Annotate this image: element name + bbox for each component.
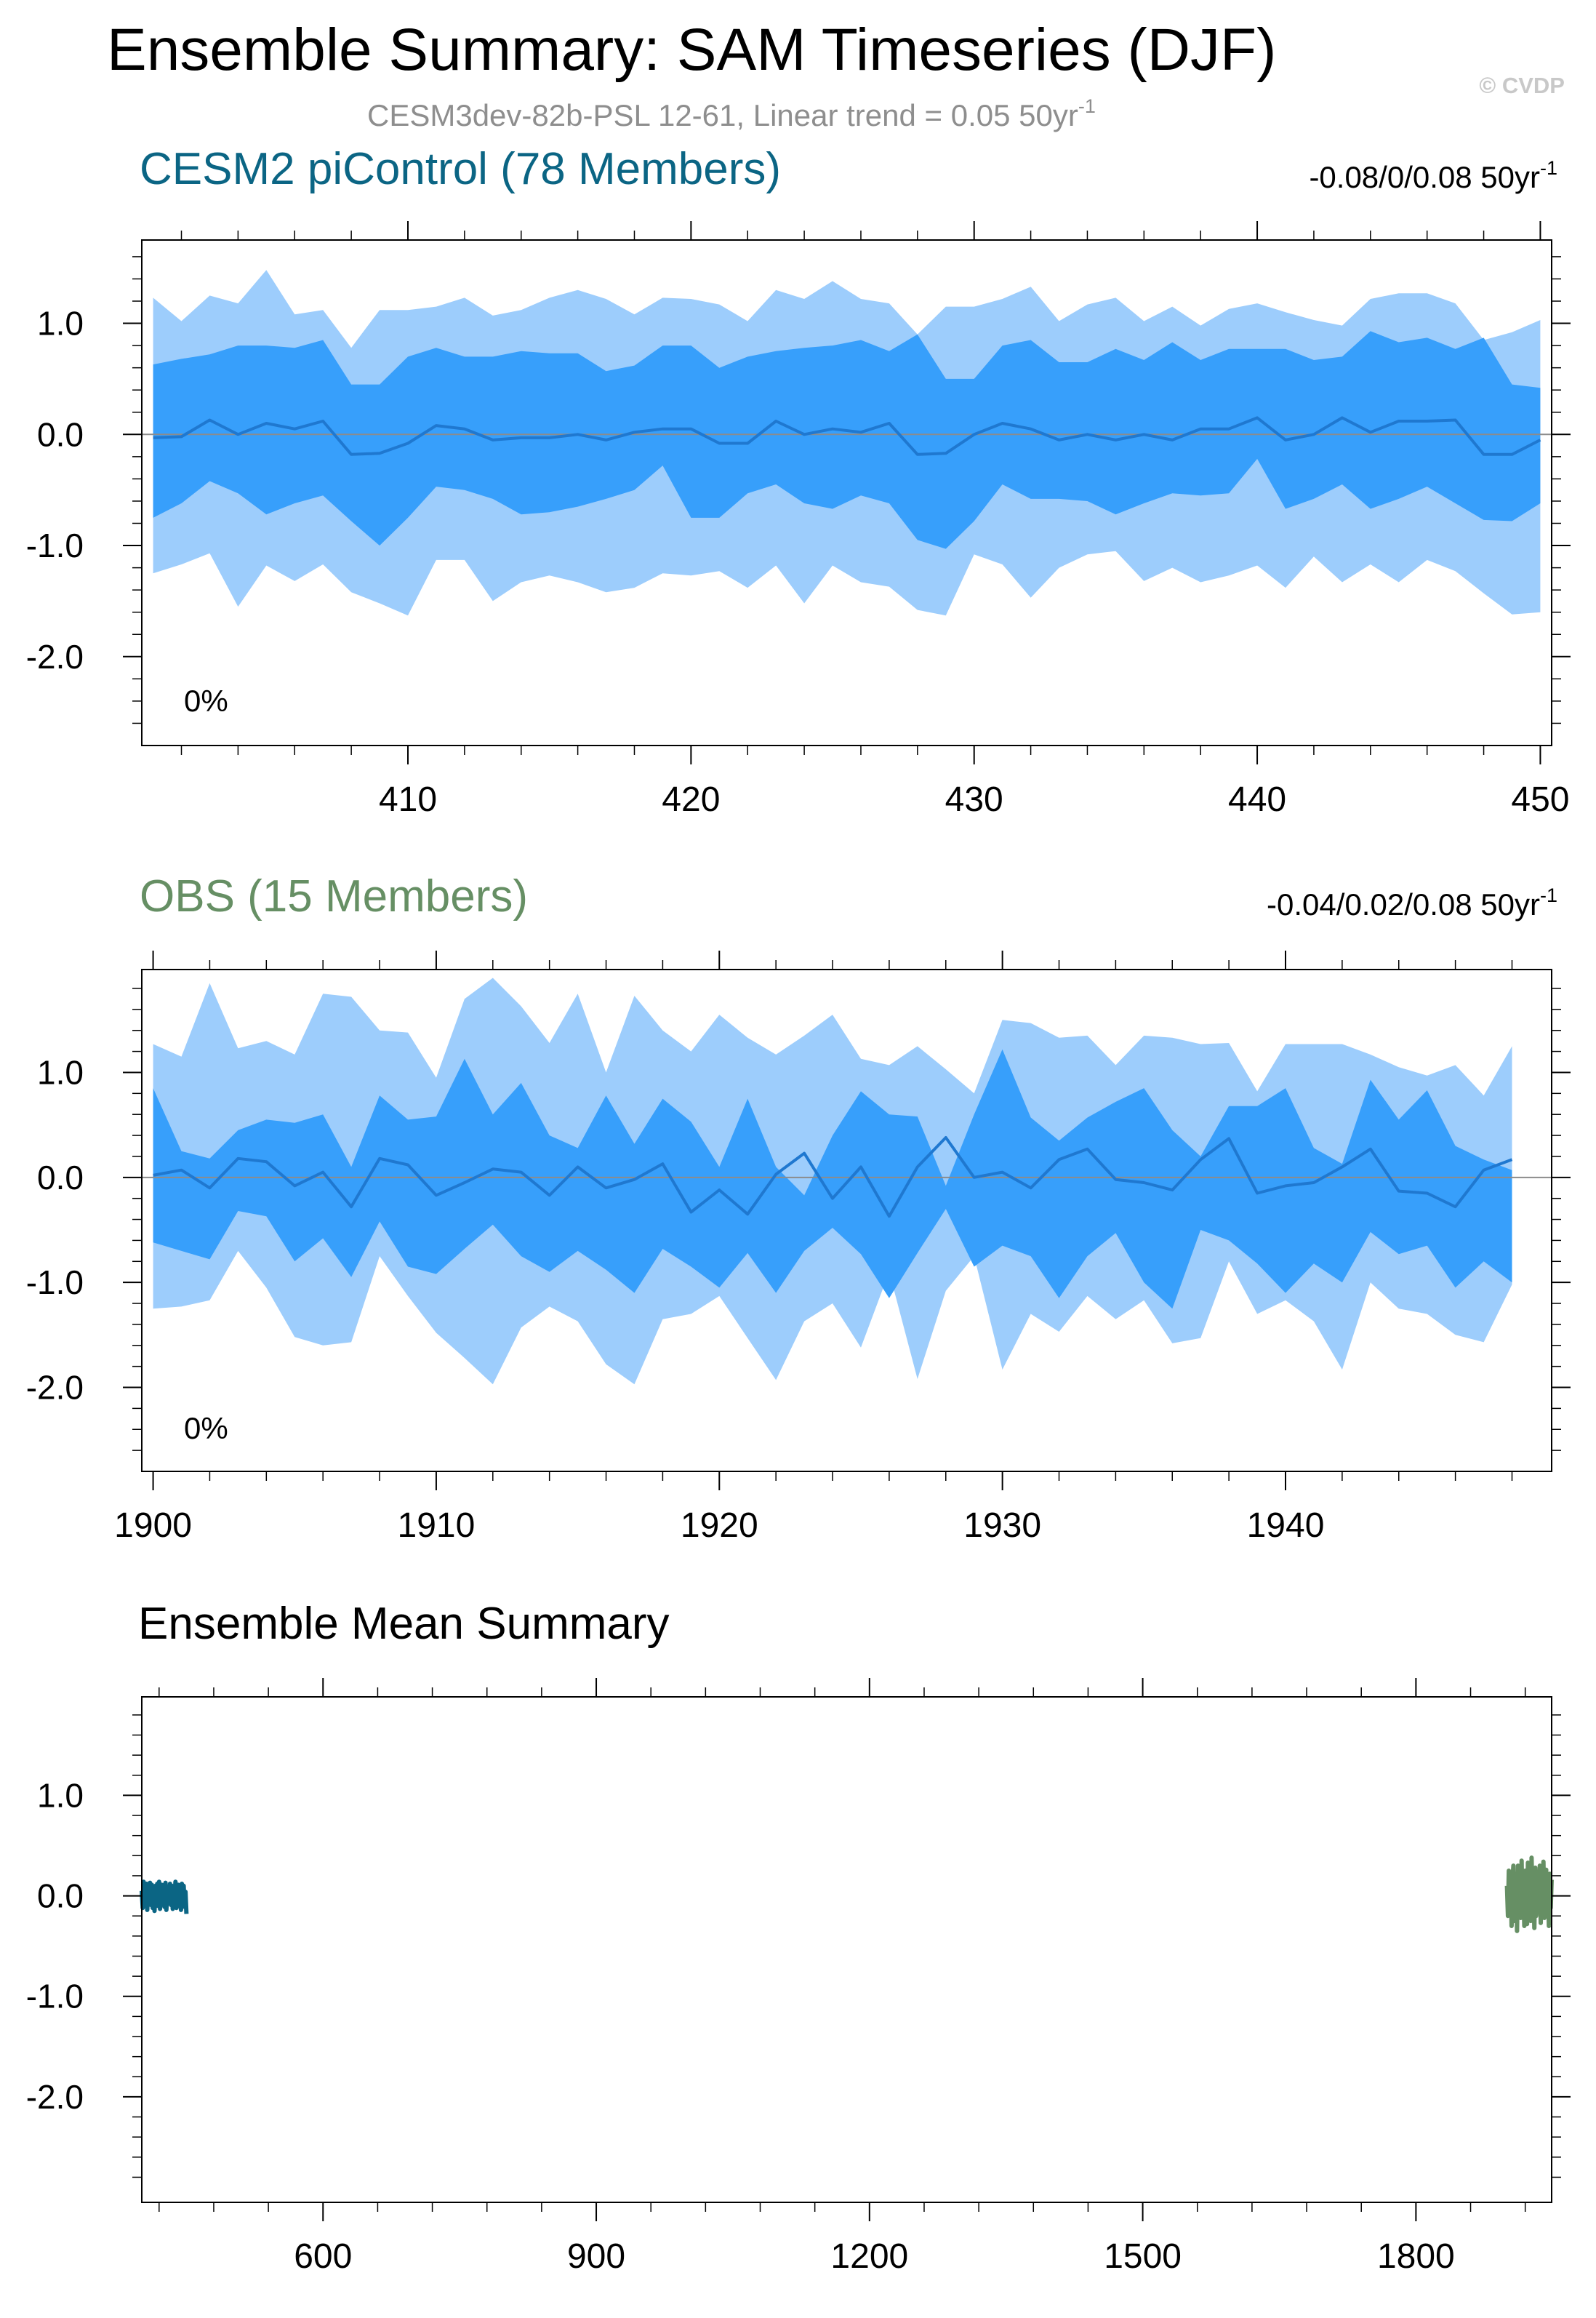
mean-xtick-label: 1500 [1104,2237,1182,2276]
obs-percent-label: 0% [184,1411,228,1445]
figure-title: Ensemble Summary: SAM Timeseries (DJF) [107,17,1276,83]
mean-panel-title: Ensemble Mean Summary [138,1599,670,1649]
cesm-plot-area [142,270,1552,616]
cesm-ytick-label: 0.0 [37,415,84,453]
obs-plot-area [142,978,1552,1385]
cesm-percent-label: 0% [184,684,228,718]
cesm-trend-exponent: -1 [1540,157,1557,179]
obs-ytick-label: -2.0 [26,1369,84,1407]
obs-panel-title: OBS (15 Members) [140,871,528,922]
cesm-xtick-label: 440 [1228,780,1286,819]
mean-ytick-label: -2.0 [26,2078,84,2116]
cesm-xtick-label: 430 [945,780,1003,819]
panel-ensemble-mean: Ensemble Mean Summary 600 900 1200 1500 1800… [26,1599,1571,2276]
mean-series-cesm [140,1879,189,1914]
panel-obs: OBS (15 Members) -0.04/0.02/0.08 50yr-1 … [26,871,1571,1545]
obs-trend-exponent: -1 [1540,884,1557,906]
obs-plot-frame [141,969,1552,1472]
mean-xtick-label: 1200 [830,2237,908,2276]
obs-trend-label: -0.04/0.02/0.08 50yr-1 [1267,884,1557,922]
cesm-ytick-label: 1.0 [37,305,84,343]
obs-median-line [153,1136,1513,1218]
cesm-median-line [153,416,1541,456]
mean-xtick-label: 900 [567,2237,625,2276]
cesm-ytick-label: -2.0 [26,638,84,676]
cesm-inner-band [153,331,1541,549]
mean-ytick-label: 0.0 [37,1877,84,1915]
cesm-xtick-label: 420 [662,780,720,819]
obs-ytick-label: -1.0 [26,1263,84,1301]
cesm-trend-text: -0.08/0/0.08 50yr [1309,160,1540,194]
obs-xtick-label: 1930 [963,1506,1041,1545]
mean-series-obs [1504,1855,1554,1933]
subtitle-text: CESM3dev-82b-PSL 12-61, Linear trend = 0… [367,98,1078,132]
panel-cesm2-picontrol: CESM2 piControl (78 Members) -0.08/0/0.0… [26,144,1571,819]
cesm-axes: 410 420 430 440 450 1.0 0.0 -1.0 -2.0 [26,221,1571,819]
obs-xtick-label: 1920 [681,1506,758,1545]
mean-plot-frame [141,1696,1552,2203]
mean-xtick-label: 1800 [1377,2237,1455,2276]
figure-subtitle: CESM3dev-82b-PSL 12-61, Linear trend = 0… [367,95,1096,132]
mean-plot-area [140,1855,1554,1933]
cesm-xtick-label: 410 [379,780,437,819]
mean-ytick-label: 1.0 [37,1776,84,1814]
copyright-label: © CVDP [1479,73,1565,98]
cesm-ytick-label: -1.0 [26,527,84,564]
subtitle-exponent: -1 [1078,95,1096,117]
mean-ytick-label: -1.0 [26,1978,84,2015]
obs-xtick-label: 1910 [398,1506,476,1545]
cesm-plot-frame [141,239,1552,746]
obs-xtick-label: 1940 [1247,1506,1325,1545]
mean-xtick-label: 600 [294,2237,352,2276]
obs-ytick-label: 1.0 [37,1053,84,1091]
obs-xtick-label: 1900 [114,1506,192,1545]
obs-inner-band [153,1049,1512,1309]
obs-ytick-label: 0.0 [37,1159,84,1196]
obs-axes: 1900 1910 1920 1930 1940 1.0 0.0 -1.0 -2.0 [26,951,1571,1545]
cesm-trend-label: -0.08/0/0.08 50yr-1 [1309,157,1557,194]
mean-axes: 600 900 1200 1500 1800 1.0 0.0 -1.0 -2.0 [26,1678,1571,2276]
cesm-panel-title: CESM2 piControl (78 Members) [140,144,781,194]
cesm-xtick-label: 450 [1511,780,1569,819]
obs-trend-text: -0.04/0.02/0.08 50yr [1267,887,1540,922]
